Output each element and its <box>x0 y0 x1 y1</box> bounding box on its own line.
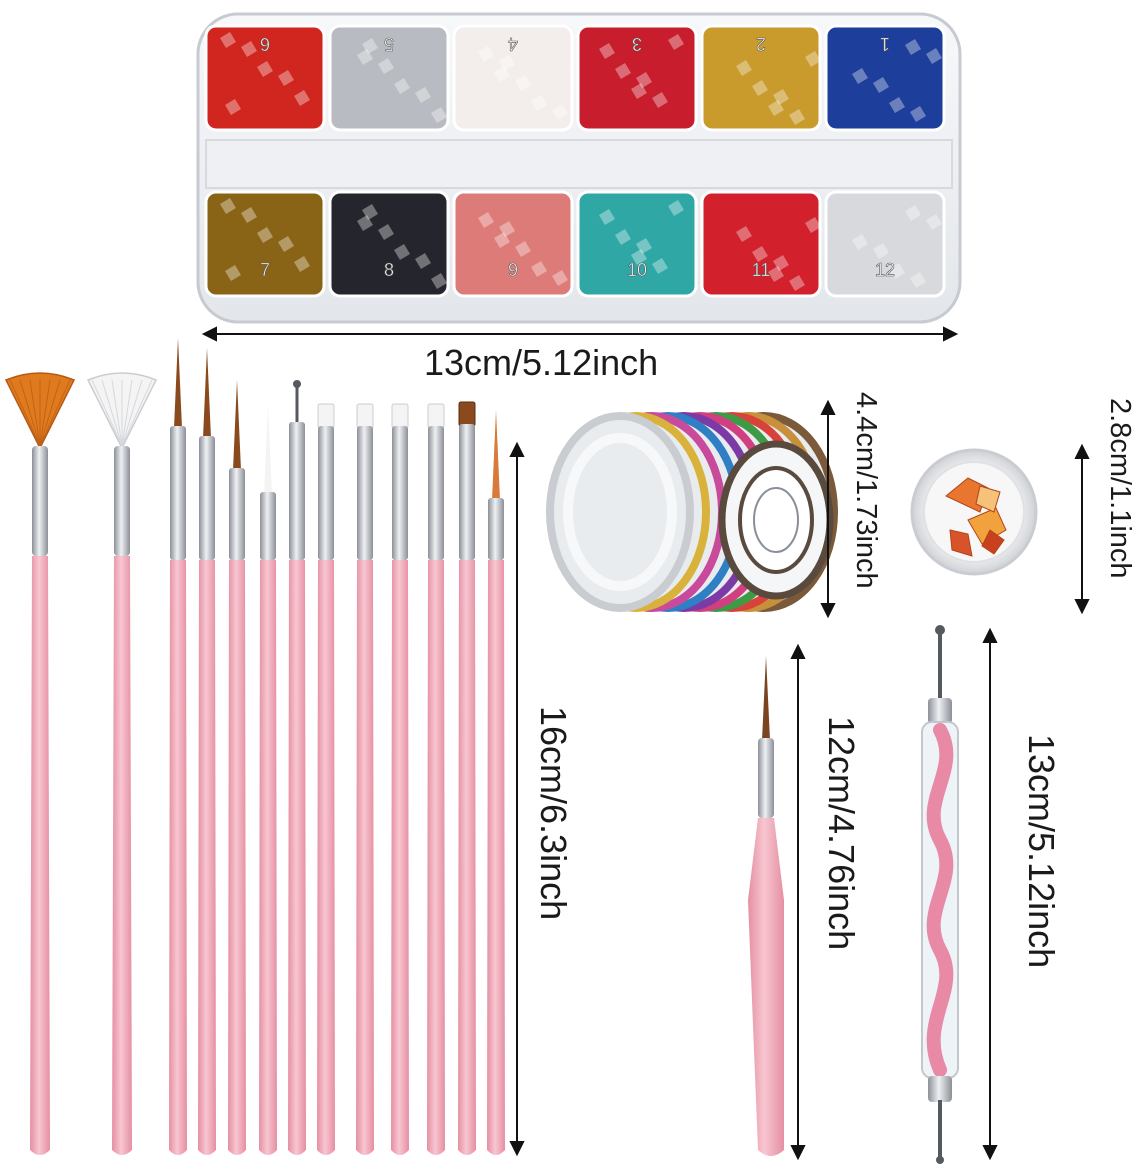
brush-length-label: 16cm/6.3inch <box>533 706 574 921</box>
dotting-length-arrow <box>982 627 998 1161</box>
nail-brush <box>4 372 76 1155</box>
foil-jar <box>910 448 1038 576</box>
compartment-1: 1 <box>824 24 946 132</box>
liner-tip <box>762 656 770 740</box>
compartment-number: 6 <box>260 34 270 54</box>
foil-flake <box>981 529 1005 555</box>
nail-brush <box>487 410 505 1155</box>
case-top-row: 6 5 4 3 2 1 <box>204 24 946 132</box>
compartment-number: 11 <box>752 260 771 280</box>
foil-flake <box>949 529 973 557</box>
foil-flakes <box>945 477 1007 557</box>
nail-brush <box>169 338 187 1155</box>
nail-brush <box>288 380 306 1155</box>
foil-jar-height-label: 2.8cm/1.1inch <box>1104 398 1136 579</box>
compartment-number: 9 <box>508 260 518 280</box>
liner-length-label: 12cm/4.76inch <box>821 716 862 951</box>
dotting-collar-top <box>928 698 952 724</box>
compartment-5: 5 <box>328 24 450 132</box>
nail-brush <box>427 403 445 1155</box>
compartment-number: 5 <box>384 34 394 54</box>
dotting-tool <box>921 625 959 1164</box>
jar-height-arrow <box>1074 443 1090 615</box>
case-width-arrow <box>201 326 959 342</box>
nail-brush <box>391 403 409 1155</box>
glitter-case: 6 5 4 3 2 1 7 8 9 10 11 12 <box>196 12 962 324</box>
nail-brush <box>317 403 335 1155</box>
nail-brush <box>228 380 246 1155</box>
compartment-4: 4 <box>452 24 574 132</box>
nail-brush <box>356 403 374 1155</box>
compartment-number: 2 <box>756 34 766 54</box>
compartment-number: 10 <box>627 260 647 280</box>
foil-flake <box>975 485 1001 513</box>
compartment-6: 6 <box>204 24 326 132</box>
case-divider <box>205 139 953 189</box>
brush-length-arrow <box>509 441 525 1157</box>
nail-brush <box>86 372 158 1155</box>
compartment-10: 10 <box>576 190 698 298</box>
dotting-twist <box>926 723 954 1077</box>
compartment-number: 12 <box>875 260 895 280</box>
compartment-number: 1 <box>880 34 890 54</box>
jar-inner <box>923 461 1025 563</box>
dotting-collar-bottom <box>928 1076 952 1102</box>
striping-tape-rolls <box>546 412 838 612</box>
compartment-7: 7 <box>204 190 326 298</box>
dotting-length-label: 13cm/5.12inch <box>1021 734 1062 969</box>
liner-brush <box>748 656 784 1156</box>
liner-handle <box>748 818 784 1156</box>
tape-roll <box>546 412 694 612</box>
compartment-3: 3 <box>576 24 698 132</box>
compartment-12: 12 <box>824 190 946 298</box>
brush-set <box>4 338 505 1155</box>
compartment-number: 3 <box>632 34 642 54</box>
case-width-label: 13cm/5.12inch <box>424 342 659 383</box>
case-bottom-row: 7 8 9 10 11 12 <box>204 190 946 298</box>
nail-brush <box>259 404 277 1155</box>
liner-ferrule <box>758 738 774 818</box>
compartment-number: 7 <box>260 260 270 280</box>
compartment-9: 9 <box>452 190 574 298</box>
tape-height-arrow <box>820 399 836 619</box>
compartment-number: 4 <box>508 34 518 54</box>
compartment-2: 2 <box>700 24 822 132</box>
nail-brush <box>458 401 476 1155</box>
compartment-number: 8 <box>384 260 394 280</box>
nail-brush <box>198 348 216 1155</box>
compartment-11: 11 <box>700 190 822 298</box>
tape-height-label: 4.4cm/1.73inch <box>850 392 882 589</box>
liner-length-arrow <box>790 643 806 1161</box>
tape-roll-front <box>718 440 834 600</box>
compartment-8: 8 <box>328 190 450 298</box>
